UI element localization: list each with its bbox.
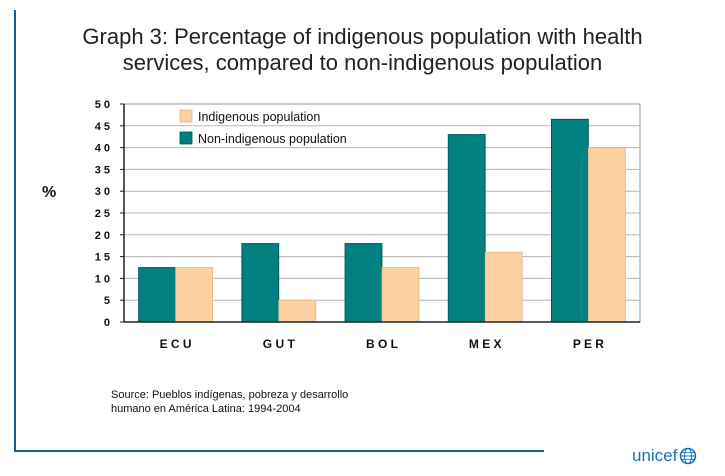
bar-chart: 0 5 1 0 1 5 2 0 2 5 3 0 3 5 4 0 4 5 5 0 E C U G U T B… [95, 99, 641, 351]
bar-indigenous [175, 267, 213, 323]
y-tick-label: 3 5 [95, 164, 110, 176]
unicef-globe-icon [680, 447, 697, 465]
legend-label-indigenous: Indigenous population [198, 110, 320, 124]
y-tick-label: 5 [104, 295, 110, 307]
chart-title: Graph 3: Percentage of indigenous popula… [0, 24, 725, 76]
y-tick-label: 2 0 [95, 230, 110, 242]
x-tick-label: E C U [160, 337, 192, 351]
x-tick-label: M E X [469, 337, 502, 351]
legend-swatch-indigenous [179, 109, 193, 123]
legend-label-non-indigenous: Non-indigenous population [198, 132, 347, 146]
y-tick-label: 1 5 [95, 252, 110, 264]
x-tick-label: B O L [366, 337, 398, 351]
logo-text: unicef [632, 446, 678, 465]
y-tick-label: 5 0 [95, 99, 110, 111]
y-tick-label: 1 0 [95, 273, 110, 285]
chart-title-line-2: services, compared to non-indigenous pop… [122, 50, 603, 75]
x-tick-label: P E R [573, 337, 604, 351]
source-line-2: humano en América Latina: 1994-2004 [111, 403, 301, 415]
bar-non-indigenous [241, 243, 280, 323]
bar-indigenous [484, 251, 523, 323]
x-tick-label: G U T [263, 337, 296, 351]
y-tick-label: 2 5 [95, 208, 110, 220]
unicef-logo: unicef [632, 446, 697, 466]
source-note: Source: Pueblos indígenas, pobreza y des… [111, 388, 348, 416]
bar-non-indigenous [344, 243, 383, 323]
y-axis-label: % [42, 184, 57, 201]
frame-bottom-line [14, 450, 544, 452]
y-tick-label: 4 0 [95, 143, 110, 155]
bar-indigenous [278, 299, 317, 323]
source-line-1: Source: Pueblos indígenas, pobreza y des… [111, 389, 349, 401]
bar-indigenous [587, 147, 626, 323]
y-tick-label: 4 5 [95, 121, 110, 133]
frame-left-line [14, 10, 16, 452]
bar-non-indigenous [447, 134, 486, 323]
bar-non-indigenous [138, 267, 176, 323]
y-tick-label: 3 0 [95, 186, 110, 198]
y-tick-label: 0 [104, 317, 110, 329]
bar-non-indigenous [550, 118, 589, 323]
legend-swatch-non-indigenous [179, 131, 193, 145]
bar-indigenous [381, 267, 420, 323]
chart-title-line-1: Graph 3: Percentage of indigenous popula… [82, 24, 643, 49]
